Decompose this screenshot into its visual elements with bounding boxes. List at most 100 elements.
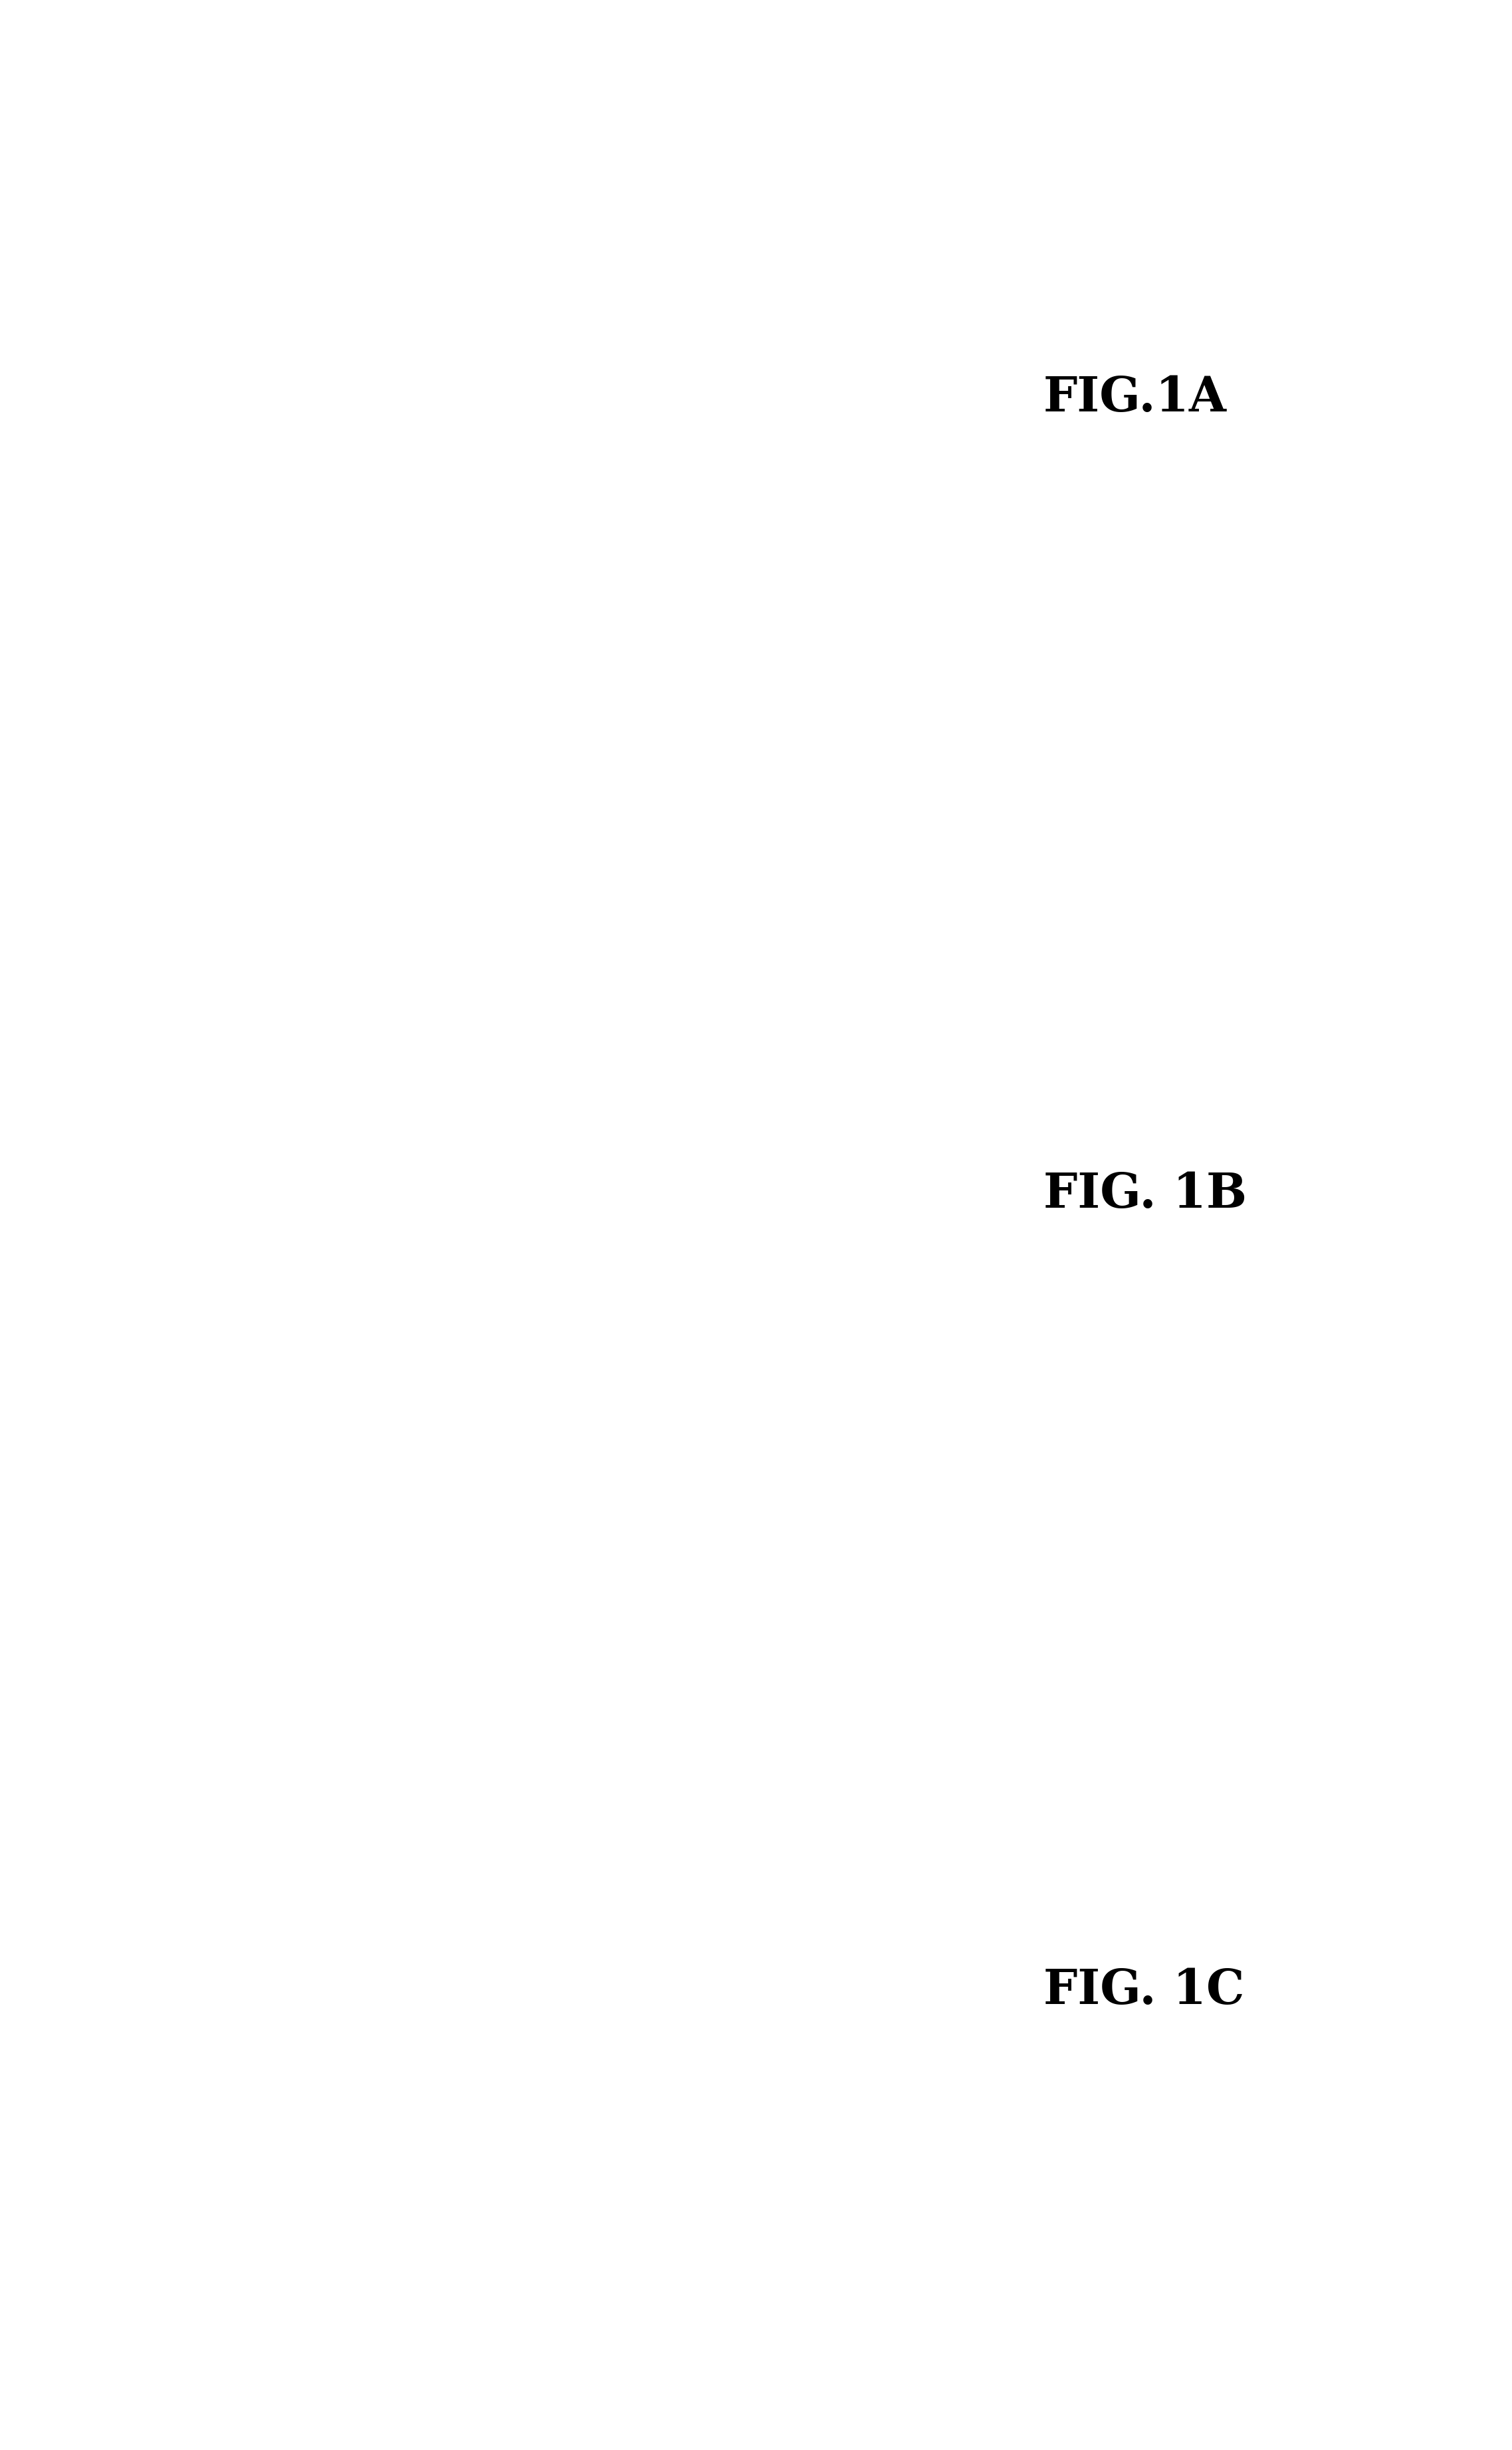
Circle shape	[422, 1117, 448, 1139]
Circle shape	[393, 1208, 404, 1215]
Circle shape	[395, 1156, 423, 1178]
Circle shape	[637, 1191, 656, 1205]
Polygon shape	[234, 216, 357, 292]
Circle shape	[493, 997, 510, 1009]
Circle shape	[620, 309, 637, 323]
Circle shape	[396, 1186, 420, 1203]
Circle shape	[407, 1178, 419, 1186]
Circle shape	[242, 1205, 257, 1218]
Circle shape	[419, 1169, 434, 1181]
Circle shape	[419, 1049, 429, 1056]
Circle shape	[380, 1218, 390, 1227]
Circle shape	[369, 1198, 386, 1210]
Polygon shape	[390, 549, 525, 598]
Circle shape	[694, 1264, 712, 1279]
Circle shape	[314, 1272, 349, 1298]
Circle shape	[795, 1286, 804, 1294]
Circle shape	[508, 1242, 516, 1247]
Circle shape	[204, 1049, 222, 1061]
Circle shape	[184, 1365, 210, 1387]
Circle shape	[133, 1519, 151, 1534]
Circle shape	[328, 1272, 337, 1279]
Polygon shape	[292, 534, 411, 583]
Circle shape	[213, 887, 224, 897]
Circle shape	[404, 1054, 431, 1076]
Circle shape	[502, 1174, 550, 1210]
Circle shape	[380, 1208, 399, 1223]
Circle shape	[393, 1188, 402, 1196]
Ellipse shape	[461, 612, 500, 632]
Circle shape	[525, 1085, 590, 1139]
Circle shape	[393, 1257, 425, 1281]
Circle shape	[402, 1166, 454, 1208]
Circle shape	[532, 1181, 544, 1191]
Circle shape	[242, 1022, 249, 1027]
Circle shape	[325, 1154, 354, 1176]
Circle shape	[458, 1203, 472, 1213]
Circle shape	[531, 1240, 547, 1254]
Circle shape	[369, 1164, 381, 1174]
Circle shape	[423, 1110, 458, 1137]
Circle shape	[576, 1208, 605, 1230]
Circle shape	[579, 1208, 609, 1232]
Circle shape	[62, 1512, 101, 1544]
Circle shape	[376, 1178, 416, 1210]
Circle shape	[355, 1186, 373, 1198]
Circle shape	[398, 1188, 411, 1198]
Circle shape	[213, 1365, 253, 1396]
Ellipse shape	[124, 213, 166, 238]
Text: FIG. 1B: FIG. 1B	[1043, 1171, 1247, 1218]
Circle shape	[370, 1120, 387, 1134]
Circle shape	[327, 1240, 339, 1250]
Ellipse shape	[419, 1323, 470, 1355]
Polygon shape	[168, 301, 327, 368]
Circle shape	[387, 1139, 399, 1147]
Polygon shape	[163, 372, 286, 522]
Circle shape	[523, 1215, 581, 1259]
Circle shape	[260, 1524, 271, 1531]
Circle shape	[346, 1178, 364, 1196]
Circle shape	[366, 1159, 386, 1174]
Circle shape	[384, 1110, 401, 1125]
Polygon shape	[514, 240, 618, 387]
Circle shape	[308, 1058, 334, 1080]
Ellipse shape	[110, 137, 234, 169]
Circle shape	[325, 252, 352, 274]
Circle shape	[485, 1151, 499, 1164]
Circle shape	[538, 1036, 549, 1046]
Circle shape	[381, 1174, 435, 1215]
Circle shape	[507, 1149, 522, 1161]
Circle shape	[376, 1169, 387, 1176]
Ellipse shape	[245, 118, 299, 142]
Circle shape	[476, 1115, 499, 1132]
Circle shape	[481, 365, 494, 375]
Circle shape	[618, 1041, 649, 1066]
Circle shape	[280, 921, 310, 946]
Circle shape	[434, 1269, 451, 1284]
Circle shape	[455, 1225, 469, 1235]
Circle shape	[401, 1176, 417, 1191]
Circle shape	[194, 875, 233, 907]
Circle shape	[372, 1176, 445, 1232]
Circle shape	[435, 1203, 449, 1215]
Polygon shape	[262, 174, 413, 230]
Circle shape	[496, 1151, 507, 1159]
Circle shape	[156, 377, 171, 390]
Circle shape	[792, 978, 854, 1024]
Polygon shape	[513, 475, 668, 556]
Circle shape	[761, 1205, 810, 1245]
Circle shape	[706, 1036, 742, 1066]
Circle shape	[318, 1176, 336, 1191]
Ellipse shape	[243, 590, 319, 625]
Circle shape	[256, 1252, 274, 1267]
Circle shape	[461, 1046, 478, 1058]
Circle shape	[364, 1196, 384, 1213]
Circle shape	[378, 1193, 396, 1208]
Circle shape	[301, 1186, 319, 1200]
Circle shape	[213, 1428, 253, 1458]
Circle shape	[505, 1178, 543, 1208]
Circle shape	[419, 1142, 437, 1156]
Circle shape	[345, 1137, 369, 1156]
Circle shape	[476, 1139, 496, 1154]
Circle shape	[426, 987, 478, 1029]
